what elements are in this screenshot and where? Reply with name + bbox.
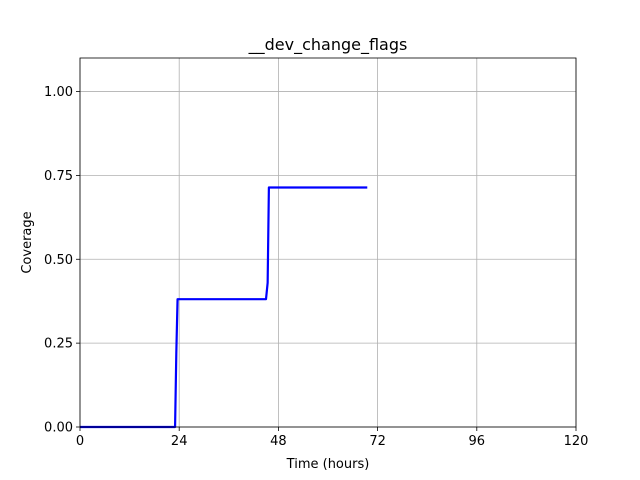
coverage-series-line <box>80 186 368 429</box>
chart-title: __dev_change_flags <box>248 35 408 55</box>
grid <box>79 58 577 428</box>
y-tick-label: 0.25 <box>44 337 73 352</box>
x-tick-label: 48 <box>270 434 287 449</box>
series-layer <box>80 186 368 429</box>
y-tick-label: 1.00 <box>44 85 73 100</box>
x-tick-label: 24 <box>171 434 188 449</box>
x-tick-label: 120 <box>564 434 589 449</box>
y-tick-label: 0.75 <box>44 169 73 184</box>
x-tick-label: 0 <box>76 434 84 449</box>
plot-frame <box>79 57 577 428</box>
x-tick-label: 96 <box>469 434 486 449</box>
x-axis-label: Time (hours) <box>286 457 370 472</box>
y-tick-label: 0.00 <box>44 421 73 436</box>
y-axis-label: Coverage <box>20 211 35 273</box>
x-axis: 0 24 48 72 96 120 <box>76 427 589 449</box>
x-tick-label: 72 <box>369 434 386 449</box>
y-tick-label: 0.50 <box>44 253 73 268</box>
y-axis: 0.00 0.25 0.50 0.75 1.00 <box>44 85 80 436</box>
